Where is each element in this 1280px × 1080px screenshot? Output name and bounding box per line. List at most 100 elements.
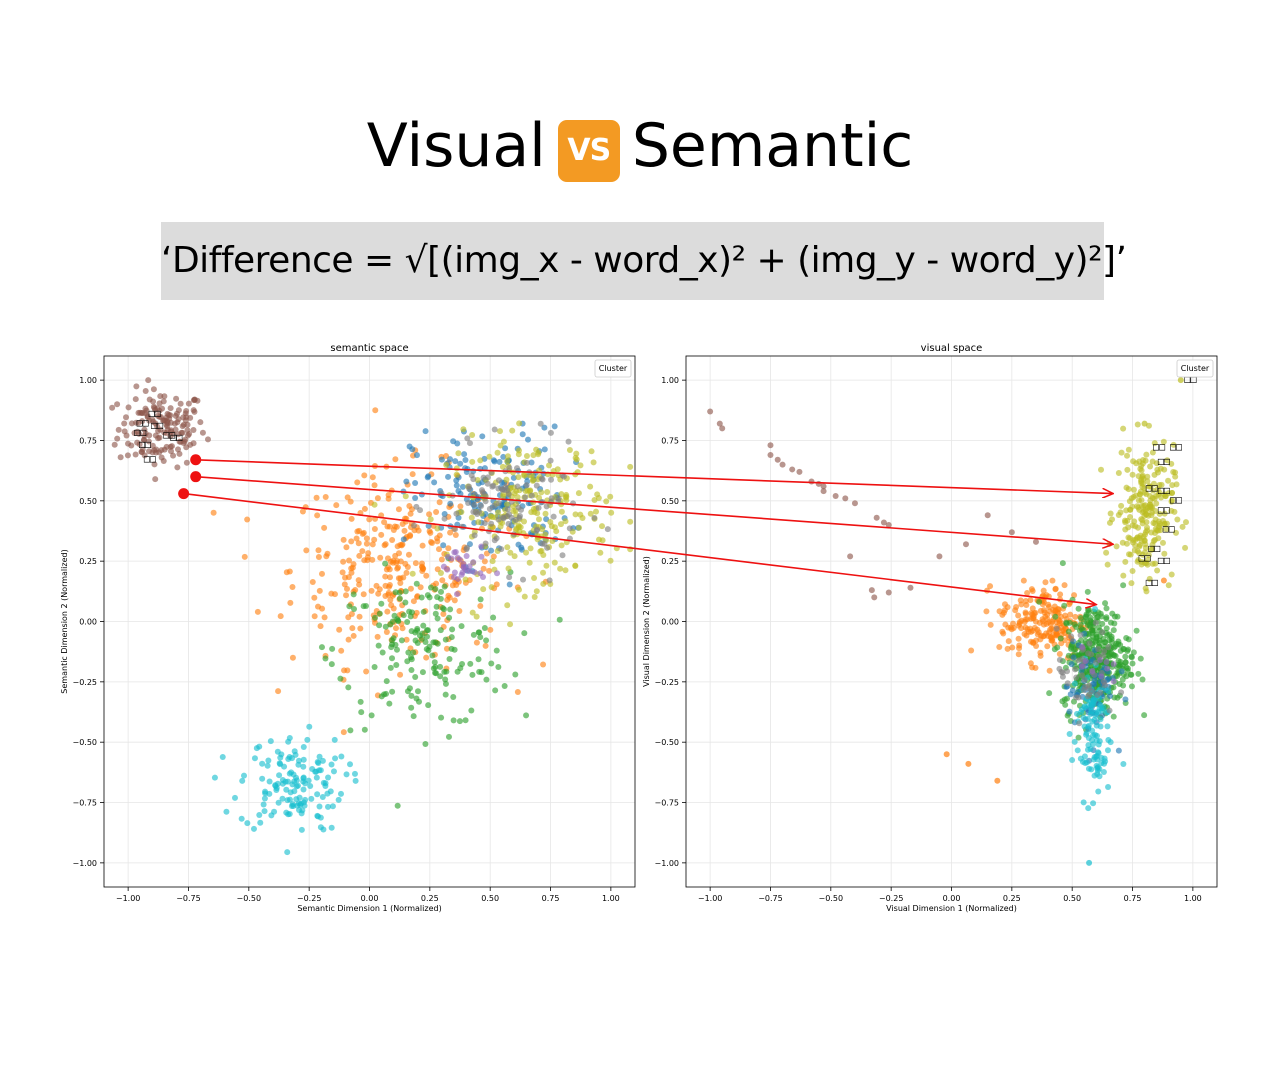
plot-border — [685, 355, 1218, 888]
scatter-point-cyan — [1097, 716, 1104, 723]
scatter-point-cyan — [265, 757, 272, 764]
scatter-point-gray — [1073, 674, 1080, 681]
scatter-point-green — [408, 656, 415, 663]
scatter-point-brown — [204, 436, 211, 443]
scatter-point-orange — [1029, 664, 1036, 671]
scatter-point-gray — [1064, 680, 1071, 687]
scatter-point-purple — [460, 564, 467, 571]
scatter-point-green — [470, 631, 477, 638]
scatter-point-olive — [587, 483, 594, 490]
y-tick-label: −0.50 — [654, 738, 679, 747]
scatter-point-blue — [457, 460, 464, 467]
scatter-point-purple — [466, 563, 473, 570]
scatter-point-olive — [462, 576, 469, 583]
scatter-point-green — [322, 655, 329, 662]
scatter-point-green — [437, 663, 444, 670]
scatter-point-orange — [1038, 632, 1045, 639]
scatter-point-olive — [527, 545, 534, 552]
scatter-point-olive — [1124, 466, 1131, 473]
scatter-point-green — [396, 589, 403, 596]
scatter-point-green — [1102, 600, 1109, 607]
scatter-point-olive — [507, 549, 514, 556]
scatter-point-gray — [490, 482, 497, 489]
scatter-point-olive — [557, 565, 564, 572]
scatter-point-olive — [527, 487, 534, 494]
scatter-point-green — [1063, 619, 1070, 626]
x-tick-label: 0.75 — [542, 894, 560, 903]
scatter-point-green — [398, 637, 405, 644]
scatter-point-brown — [146, 417, 153, 424]
scatter-point-cyan — [1081, 703, 1088, 710]
y-tick-label: −0.25 — [654, 678, 679, 687]
scatter-point-brown — [175, 431, 182, 438]
scatter-point-orange — [1071, 592, 1078, 599]
scatter-point-green — [556, 616, 563, 623]
scatter-point-orange — [343, 585, 350, 592]
scatter-point-cyan — [1094, 770, 1101, 777]
scatter-point-olive — [1142, 544, 1149, 551]
scatter-point-orange — [409, 471, 416, 478]
scatter-point-cyan — [291, 788, 298, 795]
scatter-point-olive — [1174, 516, 1181, 523]
scatter-point-orange — [319, 605, 326, 612]
scatter-point-gray — [480, 474, 487, 481]
scatter-point-cyan — [286, 811, 293, 818]
scatter-point-blue — [440, 542, 447, 549]
connection-arrow — [183, 492, 1097, 605]
scatter-point-gray — [528, 492, 535, 499]
scatter-point-green — [408, 704, 415, 711]
scatter-point-orange — [1048, 625, 1055, 632]
scatter-point-orange — [514, 689, 521, 696]
scatter-point-orange — [968, 647, 975, 654]
scatter-point-green — [1110, 684, 1117, 691]
scatter-point-green — [1139, 676, 1146, 683]
scatter-point-olive — [572, 454, 579, 461]
scatter-point-green — [450, 694, 457, 701]
scatter-point-cyan — [288, 769, 295, 776]
scatter-point-green — [1120, 582, 1127, 589]
scatter-point-olive — [1142, 528, 1149, 535]
scatter-point-blue — [1068, 661, 1075, 668]
scatter-point-green — [475, 656, 482, 663]
word-label: □□ — [139, 440, 151, 451]
scatter-point-olive — [1124, 517, 1131, 524]
scatter-point-gray — [413, 503, 420, 510]
scatter-point-blue — [541, 424, 548, 431]
scatter-point-olive — [540, 580, 547, 587]
scatter-point-brown — [160, 398, 167, 405]
scatter-point-brown — [124, 452, 131, 459]
scatter-point-cyan — [257, 819, 264, 826]
scatter-point-green — [425, 647, 432, 654]
scatter-point-olive — [551, 524, 558, 531]
scatter-point-orange — [1053, 632, 1060, 639]
scatter-point-gray — [1072, 666, 1079, 673]
scatter-point-brown — [121, 420, 128, 427]
scatter-point-green — [1099, 620, 1106, 627]
scatter-point-brown — [177, 400, 184, 407]
scatter-point-orange — [996, 608, 1003, 615]
scatter-point-green — [360, 603, 367, 610]
scatter-point-olive — [1104, 561, 1111, 568]
word-label: □□ — [1158, 457, 1170, 468]
scatter-point-blue — [447, 456, 454, 463]
scatter-point-gray — [1095, 646, 1102, 653]
scatter-point-orange — [1015, 651, 1022, 658]
scatter-point-orange — [348, 569, 355, 576]
scatter-point-outlier — [1160, 577, 1167, 584]
scatter-point-cyan — [1105, 783, 1112, 790]
scatter-point-green — [1059, 560, 1066, 567]
scatter-point-olive — [1173, 481, 1180, 488]
scatter-point-orange — [1067, 611, 1074, 618]
scatter-point-orange — [374, 633, 381, 640]
scatter-point-green — [1089, 629, 1096, 636]
scatter-point-orange — [331, 591, 338, 598]
scatter-point-orange — [363, 535, 370, 542]
y-tick-label: 0.75 — [79, 436, 97, 445]
scatter-point-orange — [1029, 605, 1036, 612]
scatter-point-olive — [1127, 506, 1134, 513]
scatter-point-purple — [444, 553, 451, 560]
scatter-point-olive — [1115, 511, 1122, 518]
y-tick-label: −1.00 — [72, 859, 97, 868]
word-label: □□ — [1146, 577, 1158, 588]
